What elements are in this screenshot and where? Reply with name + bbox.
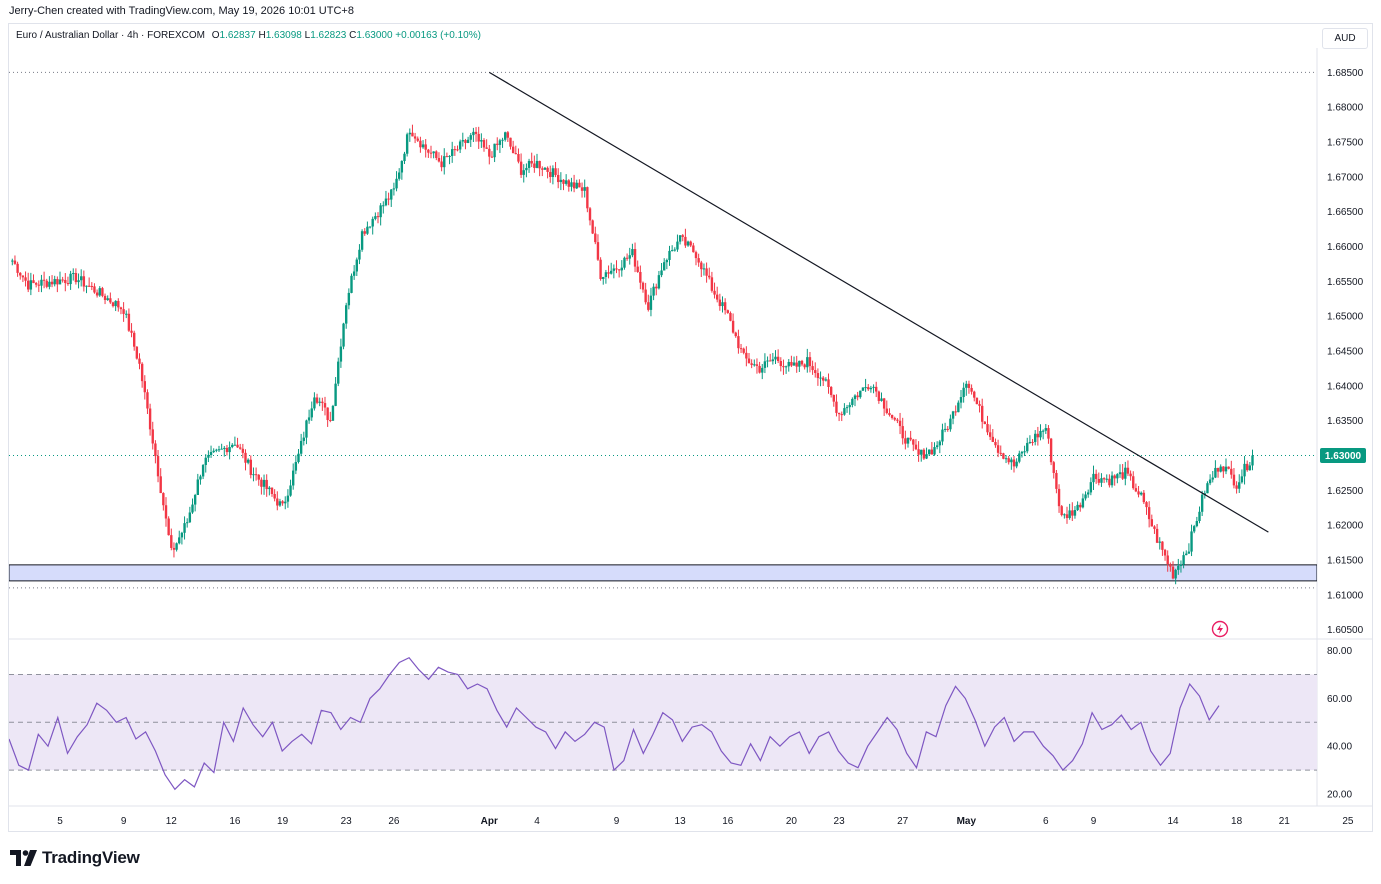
chart-attribution: Jerry-Chen created with TradingView.com,… [9, 5, 354, 17]
symbol-legend: Euro / Australian Dollar · 4h · FOREXCOM… [16, 30, 481, 41]
open-label: O [211, 30, 220, 41]
tradingview-logo-icon [10, 850, 37, 866]
high-label: H [258, 30, 266, 41]
close-value: 1.63000 [356, 30, 393, 41]
chart-frame [8, 23, 1373, 832]
currency-button[interactable]: AUD [1322, 28, 1368, 49]
tradingview-logo[interactable]: TradingView [10, 848, 140, 868]
close-label: C [349, 30, 357, 41]
tradingview-brand: TradingView [42, 848, 140, 867]
symbol-name[interactable]: Euro / Australian Dollar · 4h · FOREXCOM [16, 30, 205, 41]
change-value: +0.00163 (+0.10%) [395, 30, 481, 41]
high-value: 1.63098 [265, 30, 302, 41]
low-value: 1.62823 [310, 30, 347, 41]
open-value: 1.62837 [219, 30, 256, 41]
low-label: L [304, 30, 311, 41]
